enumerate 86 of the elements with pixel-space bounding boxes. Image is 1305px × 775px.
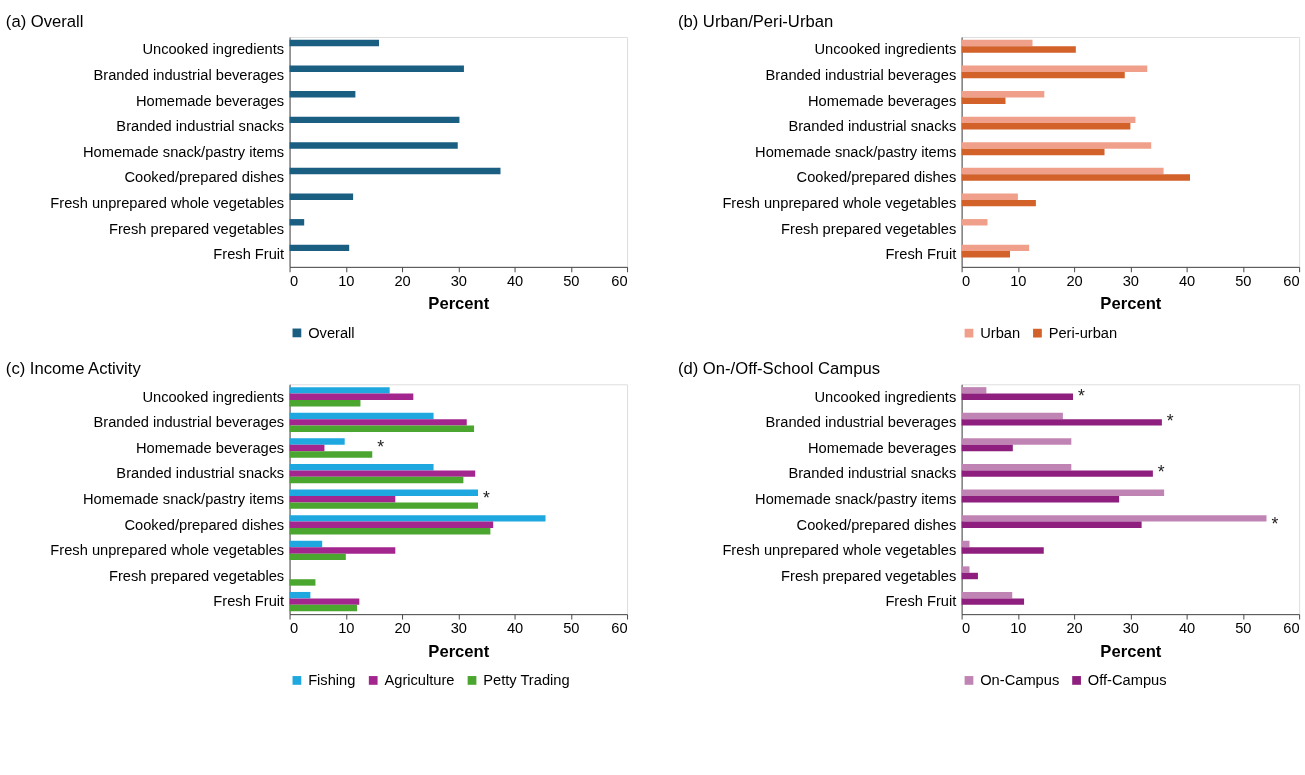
x-tick-label: 60 bbox=[611, 620, 628, 637]
y-tick-label: Fresh unprepared whole vegetables bbox=[50, 195, 285, 212]
y-tick-label: Branded industrial beverages bbox=[765, 414, 957, 431]
x-tick-label: 40 bbox=[1178, 272, 1196, 289]
y-tick-label: Branded industrial beverages bbox=[93, 67, 285, 84]
x-axis-title: Percent bbox=[428, 641, 490, 661]
x-tick-label: 20 bbox=[1066, 272, 1083, 289]
y-tick-label: Fresh Fruit bbox=[213, 246, 285, 263]
legend-label: Petty Trading bbox=[483, 672, 570, 689]
x-tick-label: 60 bbox=[611, 272, 628, 289]
x-tick-label: 0 bbox=[962, 272, 971, 289]
y-tick-label: Homemade beverages bbox=[807, 439, 957, 456]
y-tick-label: Branded industrial snacks bbox=[788, 465, 957, 482]
x-axis-title: Percent bbox=[1100, 641, 1162, 661]
y-tick-label: Fresh Fruit bbox=[885, 246, 957, 263]
y-tick-label: Uncooked ingredients bbox=[814, 41, 957, 58]
legend-label: Peri-urban bbox=[1048, 325, 1118, 342]
y-tick-label: Branded industrial beverages bbox=[93, 414, 285, 431]
annotation: * bbox=[1157, 462, 1165, 483]
y-tick-label: Fresh unprepared whole vegetables bbox=[722, 195, 957, 212]
x-tick-label: 10 bbox=[1010, 272, 1027, 289]
x-tick-label: 50 bbox=[563, 272, 580, 289]
y-tick-label: Homemade snack/pastry items bbox=[83, 491, 285, 508]
y-tick-label: Fresh prepared vegetables bbox=[781, 567, 957, 584]
y-tick-label: Fresh prepared vegetables bbox=[109, 567, 285, 584]
x-tick-label: 20 bbox=[1066, 620, 1083, 637]
annotation: * bbox=[1077, 385, 1085, 406]
legend-label: On-Campus bbox=[980, 672, 1060, 689]
annotation: * bbox=[1271, 513, 1279, 534]
y-tick-label: Cooked/prepared dishes bbox=[124, 516, 285, 533]
y-tick-label: Cooked/prepared dishes bbox=[124, 169, 285, 186]
x-tick-label: 30 bbox=[450, 272, 467, 289]
text: (c) Income Activity bbox=[5, 359, 142, 379]
x-tick-label: 0 bbox=[290, 272, 299, 289]
x-tick-label: 20 bbox=[394, 620, 411, 637]
y-tick-label: Branded industrial beverages bbox=[765, 67, 957, 84]
x-tick-label: 50 bbox=[1235, 272, 1252, 289]
y-tick-label: Homemade snack/pastry items bbox=[83, 143, 285, 160]
y-tick-label: Fresh Fruit bbox=[885, 593, 957, 610]
y-tick-label: Homemade beverages bbox=[135, 439, 285, 456]
x-tick-label: 50 bbox=[1235, 620, 1252, 637]
y-tick-label: Uncooked ingredients bbox=[814, 388, 957, 405]
x-tick-label: 0 bbox=[290, 620, 299, 637]
y-tick-label: Homemade snack/pastry items bbox=[755, 491, 957, 508]
y-tick-label: Branded industrial snacks bbox=[116, 465, 285, 482]
text: (b) Urban/Peri-Urban bbox=[677, 12, 834, 32]
x-tick-label: 60 bbox=[1283, 620, 1300, 637]
legend-label: Off-Campus bbox=[1087, 672, 1167, 689]
y-tick-label: Uncooked ingredients bbox=[142, 388, 285, 405]
y-tick-label: Homemade beverages bbox=[135, 92, 285, 109]
y-tick-label: Fresh prepared vegetables bbox=[781, 220, 957, 237]
y-tick-label: Cooked/prepared dishes bbox=[796, 516, 957, 533]
legend-label: Urban bbox=[980, 325, 1021, 342]
x-tick-label: 10 bbox=[338, 620, 355, 637]
x-tick-label: 0 bbox=[962, 620, 971, 637]
x-axis-title: Percent bbox=[428, 294, 490, 314]
x-tick-label: 10 bbox=[1010, 620, 1027, 637]
legend-label: Agriculture bbox=[384, 672, 455, 689]
x-tick-label: 50 bbox=[563, 620, 580, 637]
annotation: * bbox=[377, 436, 385, 457]
y-tick-label: Homemade snack/pastry items bbox=[755, 143, 957, 160]
x-tick-label: 40 bbox=[1178, 620, 1196, 637]
annotation: * bbox=[1166, 411, 1174, 432]
y-tick-label: Fresh unprepared whole vegetables bbox=[722, 542, 957, 559]
annotation: * bbox=[482, 488, 490, 509]
x-axis-title: Percent bbox=[1100, 294, 1162, 314]
text: (a) Overall bbox=[5, 12, 84, 32]
y-tick-label: Fresh prepared vegetables bbox=[109, 220, 285, 237]
x-tick-label: 40 bbox=[506, 272, 524, 289]
y-tick-label: Branded industrial snacks bbox=[788, 118, 957, 135]
x-tick-label: 60 bbox=[1283, 272, 1300, 289]
x-tick-label: 10 bbox=[338, 272, 355, 289]
legend-label: Fishing bbox=[308, 672, 356, 689]
x-tick-label: 40 bbox=[506, 620, 524, 637]
text: (d) On-/Off-School Campus bbox=[677, 359, 880, 379]
x-tick-label: 30 bbox=[1122, 272, 1140, 289]
x-tick-label: 30 bbox=[450, 620, 467, 637]
x-tick-label: 30 bbox=[1122, 620, 1140, 637]
y-tick-label: Fresh unprepared whole vegetables bbox=[50, 542, 285, 559]
y-tick-label: Fresh Fruit bbox=[213, 593, 285, 610]
y-tick-label: Uncooked ingredients bbox=[142, 41, 285, 58]
legend-label: Overall bbox=[308, 324, 355, 341]
y-tick-label: Branded industrial snacks bbox=[116, 118, 285, 135]
x-tick-label: 20 bbox=[394, 272, 411, 289]
y-tick-label: Homemade beverages bbox=[807, 92, 957, 109]
y-tick-label: Cooked/prepared dishes bbox=[796, 169, 957, 186]
